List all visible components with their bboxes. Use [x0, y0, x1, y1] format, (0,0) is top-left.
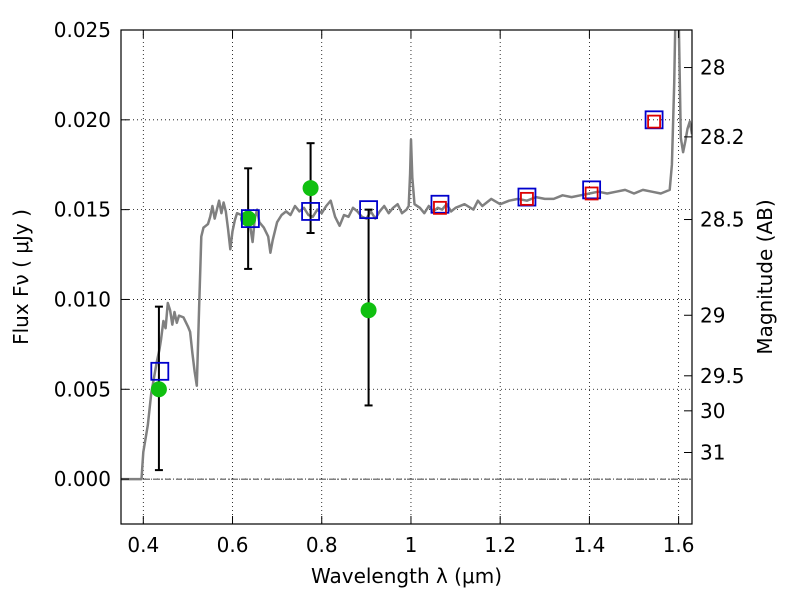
y-tick-label: 0.000	[54, 467, 111, 491]
y-tick-label: 0.025	[54, 18, 111, 42]
red-square-marker	[520, 191, 534, 206]
blue-square-marker	[301, 202, 320, 221]
x-tick-label: 1.4	[573, 533, 605, 557]
y2-tick-label: 28.5	[700, 208, 745, 232]
x-tick-label: 0.6	[217, 533, 249, 557]
x-tick-label: 1.2	[484, 533, 516, 557]
y-tick-label: 0.015	[54, 198, 111, 222]
blue-square-marker	[240, 209, 260, 229]
blue-square-marker	[582, 180, 602, 200]
y-tick-label: 0.020	[54, 108, 111, 132]
markers	[150, 110, 664, 398]
y2-tick-label: 28.2	[700, 125, 745, 149]
y2-tick-label: 29	[700, 303, 725, 327]
y-tick-label: 0.010	[54, 287, 111, 311]
x-axis-label: Wavelength λ (μm)	[311, 564, 502, 588]
y2-tick-label: 29.5	[700, 364, 745, 388]
blue-square-marker	[430, 194, 450, 214]
spectrum-layer	[121, 30, 692, 481]
y2-axis-label: Magnitude (AB)	[753, 199, 777, 354]
y2-tick-label: 30	[700, 399, 725, 423]
x-tick-label: 1	[405, 533, 418, 557]
y-tick-label: 0.005	[54, 377, 111, 401]
photometry-point	[150, 381, 167, 398]
spectrum-line	[121, 30, 692, 481]
blue-square-marker	[150, 361, 170, 381]
red-square-marker	[433, 200, 447, 215]
tick-labels: 0.4 0.6 0.8 1 1.2 1.4 1.6 0.000 0.005 0.010 0.015 0…	[54, 18, 745, 557]
x-tick-label: 1.6	[663, 533, 695, 557]
photometry-point	[360, 302, 377, 319]
red-square-marker	[647, 114, 661, 129]
error-bars	[154, 142, 373, 472]
y2-tick-label: 28	[700, 56, 725, 80]
y2-tick-label: 31	[700, 441, 725, 465]
ticks	[121, 29, 692, 524]
x-tick-label: 0.8	[306, 533, 338, 557]
x-tick-label: 0.4	[127, 533, 159, 557]
red-square-marker	[584, 186, 599, 201]
plot-frame	[120, 29, 693, 525]
blue-square-marker	[359, 200, 378, 220]
photometry-point	[302, 180, 319, 197]
photometry-point	[240, 210, 257, 227]
grid	[121, 29, 692, 524]
y-axis-label: Flux Fν ( μJy )	[9, 209, 33, 345]
